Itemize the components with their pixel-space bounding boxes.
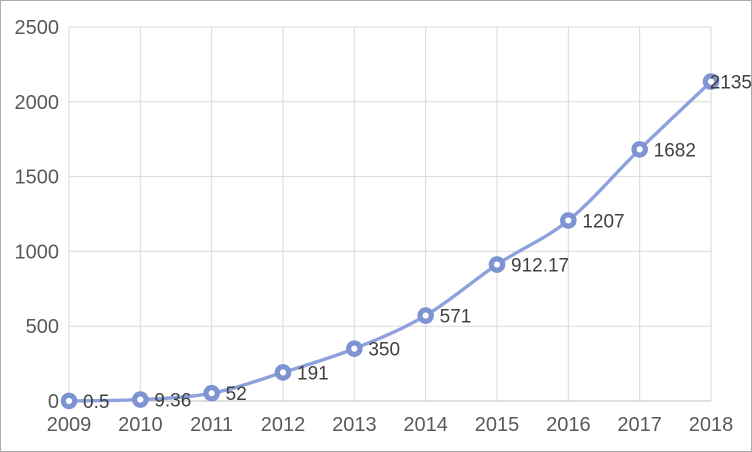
y-axis-tick-label: 1000 bbox=[15, 241, 60, 263]
data-point-labels: 0.5 9.36 52 191 350 571 912.17 1207 1682 2135 bbox=[83, 73, 752, 413]
data-point-label: 9.36 bbox=[154, 391, 191, 412]
data-point-label: 1207 bbox=[582, 211, 624, 232]
y-axis-tick-label: 1500 bbox=[15, 167, 60, 189]
x-axis-tick-label: 2012 bbox=[261, 414, 306, 436]
data-point-marker-center bbox=[493, 261, 501, 268]
data-point-marker-center bbox=[137, 396, 144, 403]
x-axis-tick-label: 2011 bbox=[190, 414, 233, 436]
data-point-marker-center bbox=[65, 397, 73, 405]
data-point-marker-center bbox=[279, 369, 287, 376]
data-point-marker-center bbox=[636, 146, 643, 153]
data-point-marker-center bbox=[208, 390, 215, 397]
x-axis-tick-label: 2009 bbox=[47, 414, 92, 436]
data-point-label: 2135 bbox=[710, 73, 752, 94]
data-point-label: 1682 bbox=[654, 140, 696, 161]
x-axis-tick-label: 2015 bbox=[475, 414, 520, 436]
data-point-marker-center bbox=[707, 78, 715, 85]
horizontal-gridlines bbox=[69, 26, 711, 327]
x-axis-tick-label: 2014 bbox=[403, 414, 448, 436]
data-point-marker-center bbox=[351, 345, 358, 352]
data-point-marker-center bbox=[422, 312, 429, 319]
data-point-label: 571 bbox=[440, 307, 472, 328]
y-axis-tick-label: 0 bbox=[48, 391, 59, 413]
data-point-label: 350 bbox=[368, 340, 400, 361]
data-point-label: 912.17 bbox=[511, 256, 569, 277]
data-point-label: 191 bbox=[297, 363, 329, 384]
vertical-gridlines bbox=[68, 27, 712, 401]
y-axis-tick-label: 2000 bbox=[15, 92, 60, 114]
x-axis-tick-label: 2018 bbox=[689, 414, 734, 436]
data-point-label: 52 bbox=[226, 384, 247, 405]
y-axis-tick-label: 500 bbox=[26, 316, 59, 338]
data-point-marker-center bbox=[565, 217, 572, 224]
x-axis-tick-labels: 2009 2010 2011 2012 2013 2014 2015 2016 2017 2018 bbox=[47, 414, 734, 436]
x-axis-tick-label: 2010 bbox=[118, 414, 163, 436]
series-line bbox=[67, 79, 713, 403]
x-axis-tick-label: 2016 bbox=[546, 414, 591, 436]
x-axis-tick-label: 2013 bbox=[332, 414, 377, 436]
data-point-markers bbox=[60, 73, 720, 410]
y-axis-tick-label: 2500 bbox=[15, 17, 60, 39]
data-point-label: 0.5 bbox=[83, 392, 109, 413]
x-axis-tick-label: 2017 bbox=[617, 414, 662, 436]
y-axis-tick-labels: 0 500 1000 1500 2000 2500 bbox=[15, 17, 60, 413]
